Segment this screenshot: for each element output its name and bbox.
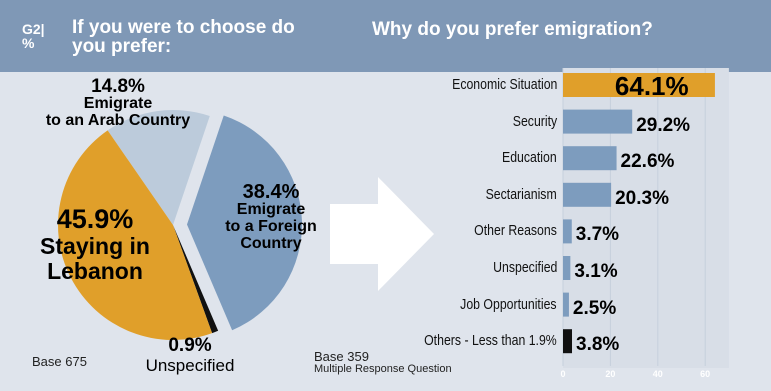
bar-unspecified bbox=[563, 256, 571, 280]
bar-security bbox=[563, 109, 633, 134]
label-unspecified-text: Unspecified bbox=[145, 356, 235, 375]
category-label-other-reasons: Other Reasons bbox=[474, 222, 557, 240]
category-label-sectarianism: Sectarianism bbox=[485, 185, 557, 203]
pie-slice-arab-country bbox=[107, 110, 210, 225]
label-arab-text2: to an Arab Country bbox=[45, 112, 191, 129]
pie-slice-staying bbox=[58, 130, 213, 340]
value-label-education: 22.6% bbox=[620, 151, 675, 173]
bar-others bbox=[563, 329, 573, 354]
pie-slice-foreign-country bbox=[186, 115, 302, 331]
base-right-text: Base 359 bbox=[314, 349, 369, 364]
category-label-job-opportunities: Job Opportunities bbox=[460, 295, 557, 313]
label-unspecified-pct: 0.9% bbox=[168, 335, 212, 356]
label-staying: 45.9% Staying in Lebanon bbox=[20, 205, 170, 284]
figure-tag-line1: G2| bbox=[22, 21, 45, 37]
value-label-unspecified: 3.1% bbox=[574, 261, 618, 282]
label-foreign-text2: to a Foreign bbox=[225, 218, 317, 235]
category-label-security: Security bbox=[512, 112, 557, 130]
plot-area bbox=[563, 68, 729, 368]
value-label-security: 29.2% bbox=[636, 114, 691, 136]
value-label-others: 3.8% bbox=[576, 334, 620, 356]
value-label-sectarianism: 20.3% bbox=[615, 187, 669, 209]
label-foreign-country: 38.4% Emigrate to a Foreign Country bbox=[196, 181, 346, 252]
x-tick-label: 20 bbox=[605, 369, 616, 379]
label-foreign-text3: Country bbox=[240, 235, 302, 252]
arrow-icon bbox=[330, 177, 434, 291]
label-arab-text1: Emigrate bbox=[83, 95, 153, 112]
x-tick-label: 40 bbox=[652, 369, 663, 379]
label-arab-country: 14.8% Emigrate to an Arab Country bbox=[18, 76, 218, 129]
value-label-job-opportunities: 2.5% bbox=[572, 297, 617, 319]
x-tick-label: 0 bbox=[560, 369, 566, 379]
label-staying-pct: 45.9% bbox=[56, 204, 134, 234]
label-arab-pct: 14.8% bbox=[91, 76, 145, 97]
bar-job-opportunities bbox=[563, 292, 569, 317]
bar-education bbox=[563, 146, 617, 171]
label-unspecified: 0.9% Unspecified bbox=[140, 336, 240, 376]
bar-sectarianism bbox=[563, 182, 612, 207]
base-right: Base 359 Multiple Response Question bbox=[314, 350, 452, 376]
bar-other-reasons bbox=[563, 219, 572, 244]
label-staying-text1: Staying in bbox=[40, 233, 150, 259]
category-label-economic-situation: Economic Situation bbox=[451, 76, 557, 93]
value-label-other-reasons: 3.7% bbox=[575, 224, 620, 246]
figure-tag-line2: % bbox=[22, 35, 35, 51]
label-foreign-pct: 38.4% bbox=[242, 181, 300, 203]
category-label-education: Education bbox=[502, 149, 557, 167]
bar-title: Why do you prefer emigration? bbox=[372, 19, 653, 40]
category-label-unspecified: Unspecified bbox=[492, 259, 557, 276]
pie-slice-unspecified bbox=[173, 225, 219, 334]
figure-tag: G2| % bbox=[22, 22, 45, 50]
base-left: Base 675 bbox=[32, 354, 87, 369]
value-label-economic-situation: 64.1% bbox=[614, 71, 689, 101]
header-bar: G2| % If you were to choose do you prefe… bbox=[0, 0, 771, 72]
pie-chart bbox=[58, 110, 302, 340]
x-tick-label: 60 bbox=[700, 369, 711, 379]
label-foreign-text1: Emigrate bbox=[236, 201, 306, 218]
pie-title: If you were to choose do you prefer: bbox=[72, 17, 295, 57]
label-staying-text2: Lebanon bbox=[47, 258, 143, 284]
category-label-others: Others - Less than 1.9% bbox=[424, 332, 557, 350]
multiple-response-note: Multiple Response Question bbox=[314, 363, 452, 375]
